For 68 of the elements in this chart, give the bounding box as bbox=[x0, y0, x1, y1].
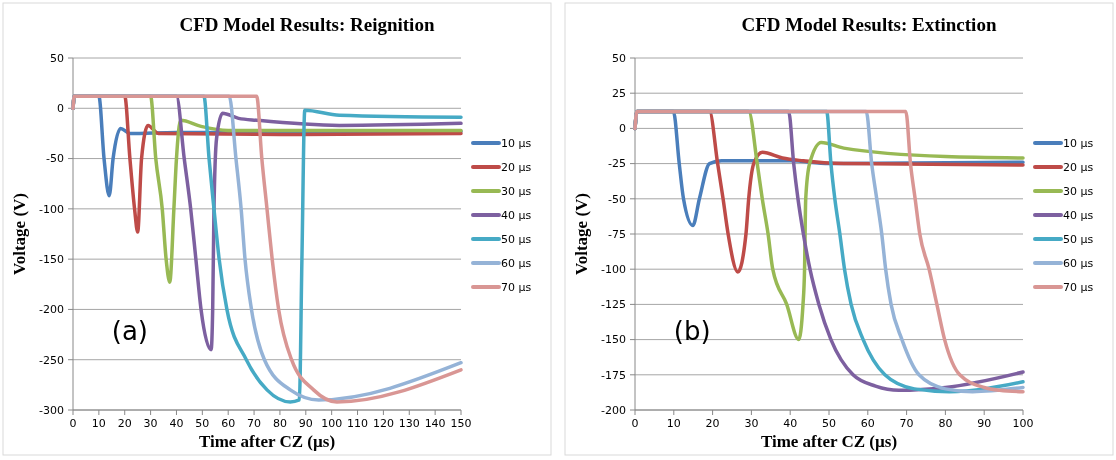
legend-label: 50 µs bbox=[501, 232, 532, 246]
y-tick-label: -200 bbox=[601, 403, 626, 417]
y-axis-title: Voltage (V) bbox=[10, 193, 29, 275]
legend-label: 30 µs bbox=[501, 184, 532, 198]
legend-label: 20 µs bbox=[1063, 160, 1094, 174]
y-tick-label: -100 bbox=[39, 202, 64, 216]
x-tick-label: 20 bbox=[117, 417, 132, 430]
x-tick-label: 90 bbox=[298, 417, 313, 430]
y-tick-label: 0 bbox=[57, 102, 64, 116]
x-tick-label: 10 bbox=[666, 417, 681, 430]
x-tick-label: 130 bbox=[398, 417, 420, 430]
x-tick-label: 50 bbox=[195, 417, 210, 430]
chart-title: CFD Model Results: Extinction bbox=[741, 14, 997, 35]
y-tick-label: -300 bbox=[39, 403, 64, 417]
x-tick-label: 110 bbox=[347, 417, 369, 430]
y-tick-label: -50 bbox=[46, 152, 64, 166]
x-tick-label: 100 bbox=[321, 417, 343, 430]
y-tick-label: 0 bbox=[619, 122, 626, 136]
x-tick-label: 70 bbox=[247, 417, 262, 430]
x-axis-title: Time after CZ (µs) bbox=[198, 432, 336, 451]
annotation: (a) bbox=[111, 315, 149, 346]
y-tick-label: -200 bbox=[39, 303, 64, 317]
x-tick-label: 10 bbox=[91, 417, 106, 430]
legend-label: 30 µs bbox=[1063, 184, 1094, 198]
y-tick-label: -175 bbox=[601, 368, 626, 382]
x-tick-label: 150 bbox=[450, 417, 472, 430]
x-tick-label: 60 bbox=[860, 417, 875, 430]
y-axis-title: Voltage (V) bbox=[572, 193, 591, 275]
legend-label: 20 µs bbox=[501, 160, 532, 174]
legend-label: 60 µs bbox=[1063, 256, 1094, 270]
legend-label: 10 µs bbox=[501, 136, 532, 150]
x-tick-label: 30 bbox=[744, 417, 759, 430]
x-tick-label: 40 bbox=[783, 417, 798, 430]
x-tick-label: 140 bbox=[424, 417, 446, 430]
x-tick-label: 60 bbox=[221, 417, 236, 430]
x-tick-label: 50 bbox=[822, 417, 836, 430]
y-tick-label: -75 bbox=[608, 227, 626, 241]
x-axis-title: Time after CZ (µs) bbox=[760, 432, 898, 451]
x-tick-label: 20 bbox=[705, 417, 720, 430]
x-tick-label: 120 bbox=[372, 417, 394, 430]
y-tick-label: 50 bbox=[612, 51, 626, 65]
y-tick-label: -50 bbox=[608, 192, 626, 206]
y-tick-label: -250 bbox=[39, 353, 64, 367]
x-tick-label: 90 bbox=[977, 417, 992, 430]
y-tick-label: -25 bbox=[608, 157, 626, 171]
annotation: (b) bbox=[673, 315, 711, 346]
legend-label: 60 µs bbox=[501, 256, 532, 270]
legend-label: 40 µs bbox=[1063, 208, 1094, 222]
y-tick-label: -125 bbox=[601, 298, 626, 312]
y-tick-label: -100 bbox=[601, 263, 626, 277]
x-tick-label: 70 bbox=[899, 417, 914, 430]
x-tick-label: 0 bbox=[69, 417, 77, 430]
legend-label: 10 µs bbox=[1063, 136, 1094, 150]
legend-label: 40 µs bbox=[501, 208, 532, 222]
y-tick-label: -150 bbox=[39, 252, 64, 266]
x-tick-label: 40 bbox=[169, 417, 184, 430]
x-tick-label: 30 bbox=[143, 417, 158, 430]
legend-label: 70 µs bbox=[501, 280, 532, 294]
legend-label: 50 µs bbox=[1063, 232, 1094, 246]
y-tick-label: 25 bbox=[612, 87, 626, 101]
x-tick-label: 100 bbox=[1012, 417, 1034, 430]
x-tick-label: 0 bbox=[631, 417, 639, 430]
chart-title: CFD Model Results: Reignition bbox=[179, 14, 435, 35]
y-tick-label: -150 bbox=[601, 333, 626, 347]
x-tick-label: 80 bbox=[938, 417, 953, 430]
legend-label: 70 µs bbox=[1063, 280, 1094, 294]
y-tick-label: 50 bbox=[50, 51, 64, 65]
x-tick-label: 80 bbox=[272, 417, 287, 430]
